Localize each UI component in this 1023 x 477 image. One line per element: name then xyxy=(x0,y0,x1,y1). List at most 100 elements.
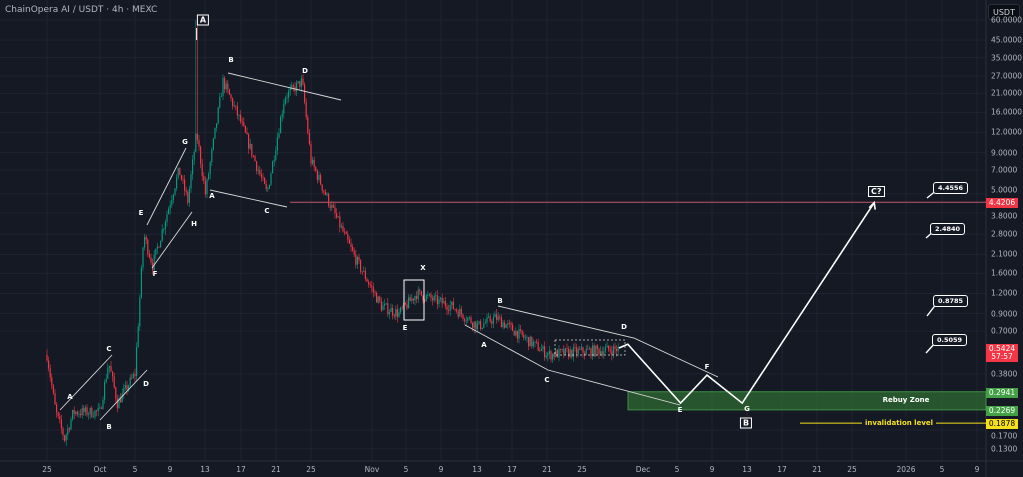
candle-body xyxy=(350,243,352,247)
candle-body xyxy=(572,347,574,358)
candle-body xyxy=(606,345,608,348)
wave-label: C xyxy=(264,207,270,215)
candle-body xyxy=(97,407,99,412)
time-tick: 21 xyxy=(542,465,552,474)
time-tick: 9 xyxy=(709,465,715,474)
candle-body xyxy=(104,382,106,400)
wave-label: E xyxy=(402,324,408,332)
candle-body xyxy=(320,175,322,185)
candle-body xyxy=(172,194,174,201)
candle-body xyxy=(406,304,408,309)
candle-body xyxy=(454,308,456,310)
time-tick: 25 xyxy=(577,465,587,474)
candle-body xyxy=(112,371,114,377)
candle-body xyxy=(377,296,379,303)
candle-body xyxy=(577,349,579,354)
candle-body xyxy=(592,345,594,357)
candle-body xyxy=(152,262,154,271)
candle-body xyxy=(539,350,541,352)
candle-body xyxy=(492,317,494,324)
channel-line xyxy=(99,369,148,421)
candle-body xyxy=(126,384,128,391)
candle-body xyxy=(49,368,51,378)
candle-body xyxy=(134,374,136,376)
candle-body xyxy=(475,321,477,330)
candle-body xyxy=(216,123,218,128)
candle-body xyxy=(160,240,162,248)
candle-body xyxy=(83,408,85,412)
candle-body xyxy=(457,311,459,317)
candle-body xyxy=(385,303,387,305)
candle-body xyxy=(196,133,198,140)
candle-body xyxy=(240,114,242,122)
time-tick: 5 xyxy=(674,465,680,474)
candle-body xyxy=(139,297,141,327)
candle-body xyxy=(145,236,147,240)
candle-body xyxy=(299,81,301,87)
candle-body xyxy=(614,346,616,349)
candle-body xyxy=(163,229,165,230)
time-tick: 17 xyxy=(777,465,787,474)
candle-body xyxy=(489,316,491,322)
candle-body xyxy=(518,328,520,339)
time-tick: 17 xyxy=(507,465,517,474)
candle-body xyxy=(534,341,536,343)
candle-body xyxy=(363,270,365,272)
candle-body xyxy=(316,171,318,180)
currency-button[interactable]: USDT xyxy=(988,4,1020,20)
callout-4-4556[interactable]: 4.4556 xyxy=(933,182,969,194)
candle-body xyxy=(110,365,112,372)
candle-body xyxy=(472,322,474,328)
candle-body xyxy=(321,184,323,191)
chart-title: ChainOpera AI / USDT · 4h · MEXC xyxy=(5,5,158,15)
candle-body xyxy=(262,177,264,178)
candle-body xyxy=(425,295,427,301)
wave-label: B xyxy=(497,297,503,305)
candle-body xyxy=(483,323,485,328)
candle-body xyxy=(419,289,421,291)
candle-body xyxy=(600,351,602,355)
candle-body xyxy=(604,347,606,352)
callout-0-8785[interactable]: 0.8785 xyxy=(933,295,969,307)
candle-body xyxy=(96,410,98,412)
candle-body xyxy=(323,190,325,192)
candle-body xyxy=(120,398,122,403)
candle-body xyxy=(60,419,62,429)
candle-body xyxy=(337,216,339,218)
candle-body xyxy=(532,342,534,347)
price-tick: 1.2000 xyxy=(991,288,1018,298)
candle-body xyxy=(118,398,120,409)
candle-body xyxy=(164,222,166,230)
candle-body xyxy=(209,162,211,174)
candle-body xyxy=(494,314,496,318)
candle-body xyxy=(313,159,315,168)
candle-body xyxy=(80,413,82,416)
candle-body xyxy=(147,239,149,254)
candle-body xyxy=(465,320,467,322)
candle-body xyxy=(212,138,214,150)
candle-body xyxy=(115,387,117,399)
price-tick: 0.1300 xyxy=(991,444,1018,454)
candle-body xyxy=(305,102,307,117)
candle-body xyxy=(364,270,366,280)
candle-body xyxy=(281,113,283,118)
candle-body xyxy=(260,173,262,178)
candle-body xyxy=(459,308,461,317)
time-tick: Dec xyxy=(635,465,651,474)
candle-body xyxy=(417,289,419,300)
candle-body xyxy=(57,412,59,416)
candle-body xyxy=(507,323,509,325)
rebuy-zone-label: Rebuy Zone xyxy=(882,396,930,404)
channel-line xyxy=(146,147,187,226)
candle-body xyxy=(280,117,282,134)
callout-0-5059[interactable]: 0.5059 xyxy=(932,334,968,346)
candle-body xyxy=(470,317,472,323)
time-tick: 5 xyxy=(132,465,138,474)
callout-2-4840[interactable]: 2.4840 xyxy=(930,223,966,235)
candle-body xyxy=(148,253,150,258)
candle-body xyxy=(601,351,603,356)
candle-body xyxy=(380,301,382,311)
candle-body xyxy=(382,305,384,311)
candle-body xyxy=(176,177,178,189)
